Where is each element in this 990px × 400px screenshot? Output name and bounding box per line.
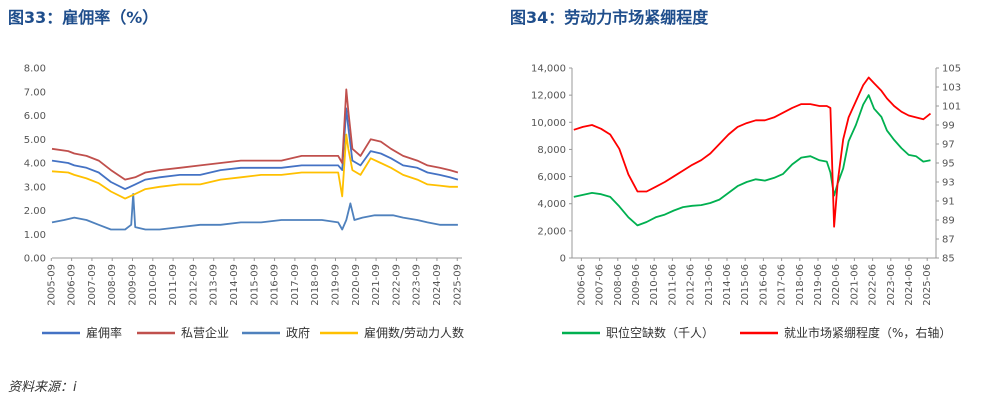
- chart-title-right: 图34：劳动力市场紧绷程度: [510, 8, 709, 27]
- right-x-tick-label: 2016-06: [758, 264, 769, 306]
- right-y-tick-label: 6,000: [537, 172, 566, 183]
- left-x-tick-label: 2018-09: [310, 264, 321, 306]
- right-y2-tick-label: 97: [942, 140, 955, 151]
- left-y-tick-label: 5.00: [24, 135, 46, 146]
- chart-title-left: 图33：雇佣率（%）: [8, 8, 159, 27]
- left-y-tick-label: 1.00: [24, 230, 46, 241]
- left-x-tick-label: 2025-09: [452, 264, 463, 306]
- left-y-tick-label: 2.00: [24, 206, 46, 217]
- right-x-tick-label: 2018-06: [795, 264, 806, 306]
- right-x-tick-label: 2008-06: [613, 264, 624, 306]
- left-x-tick-label: 2005-09: [46, 264, 57, 306]
- right-legend-label-0: 职位空缺数（千人）: [606, 325, 714, 340]
- left-series-line-1: [51, 88, 459, 181]
- right-legend-label-1: 就业市场紧绷程度（%，右轴）: [784, 325, 951, 340]
- right-y2-tick-label: 93: [942, 178, 955, 189]
- right-y-tick-label: 10,000: [531, 118, 566, 129]
- right-x-tick-label: 2007-06: [595, 264, 606, 306]
- left-x-tick-label: 2020-09: [351, 264, 362, 306]
- left-y-tick-label: 7.00: [24, 87, 46, 98]
- right-x-tick-label: 2010-06: [649, 264, 660, 306]
- right-y2-tick-label: 91: [942, 197, 955, 208]
- right-x-tick-label: 2023-06: [886, 264, 897, 306]
- right-x-tick-label: 2011-06: [667, 264, 678, 306]
- right-x-tick-label: 2015-06: [740, 264, 751, 306]
- left-x-tick-label: 2012-09: [188, 264, 199, 306]
- left-x-tick-label: 2016-09: [270, 264, 281, 306]
- left-y-tick-label: 8.00: [24, 64, 46, 75]
- left-x-tick-label: 2021-09: [371, 264, 382, 306]
- right-y2-tick-label: 105: [942, 64, 961, 75]
- left-x-tick-label: 2013-09: [209, 264, 220, 306]
- left-x-tick-label: 2022-09: [391, 264, 402, 306]
- left-legend-label-0: 雇佣率: [86, 325, 122, 340]
- right-x-tick-label: 2014-06: [722, 264, 733, 306]
- right-y2-tick-label: 101: [942, 102, 961, 113]
- right-y2-tick-label: 85: [942, 254, 955, 265]
- right-x-tick-label: 2013-06: [704, 264, 715, 306]
- right-y-tick-label: 2,000: [537, 226, 566, 237]
- right-x-tick-label: 2017-06: [777, 264, 788, 306]
- left-series-line-2: [51, 193, 458, 231]
- left-x-tick-label: 2017-09: [290, 264, 301, 306]
- left-series-line-3: [51, 133, 458, 200]
- right-y-tick-label: 12,000: [531, 91, 566, 102]
- right-y-tick-label: 8,000: [537, 145, 566, 156]
- left-x-tick-label: 2010-09: [148, 264, 159, 306]
- right-y2-tick-label: 95: [942, 159, 955, 170]
- right-x-tick-label: 2006-06: [576, 264, 587, 306]
- left-x-tick-label: 2011-09: [168, 264, 179, 306]
- left-y-tick-label: 6.00: [24, 111, 46, 122]
- left-x-tick-label: 2014-09: [229, 264, 240, 306]
- right-y-tick-label: 14,000: [531, 64, 566, 75]
- left-x-tick-label: 2008-09: [107, 264, 118, 306]
- source-note: 资料来源：i: [8, 380, 77, 395]
- left-y-tick-label: 4.00: [24, 159, 46, 170]
- right-x-tick-label: 2025-06: [922, 264, 933, 306]
- left-x-tick-label: 2024-09: [432, 264, 443, 306]
- right-series-line-0: [573, 94, 931, 227]
- left-x-tick-label: 2019-09: [330, 264, 341, 306]
- right-x-tick-label: 2022-06: [868, 264, 879, 306]
- right-x-tick-label: 2012-06: [686, 264, 697, 306]
- left-x-tick-label: 2015-09: [249, 264, 260, 306]
- left-x-tick-label: 2009-09: [128, 264, 139, 306]
- right-y-tick-label: 4,000: [537, 199, 566, 210]
- left-x-tick-label: 2023-09: [412, 264, 423, 306]
- right-y-tick-label: 0: [560, 254, 566, 265]
- right-series-line-1: [573, 76, 932, 228]
- left-y-tick-label: 3.00: [24, 182, 46, 193]
- right-x-tick-label: 2019-06: [813, 264, 824, 306]
- right-x-tick-label: 2020-06: [831, 264, 842, 306]
- left-legend-label-1: 私营企业: [181, 325, 229, 340]
- right-y2-tick-label: 87: [942, 235, 955, 246]
- left-y-tick-label: 0.00: [24, 254, 46, 265]
- right-y2-tick-label: 89: [942, 216, 955, 227]
- right-x-tick-label: 2024-06: [904, 264, 915, 306]
- left-x-tick-label: 2007-09: [87, 264, 98, 306]
- right-y2-tick-label: 99: [942, 121, 955, 132]
- right-x-tick-label: 2009-06: [631, 264, 642, 306]
- left-x-tick-label: 2006-09: [67, 264, 78, 306]
- left-series-line-0: [51, 107, 459, 190]
- right-y2-tick-label: 103: [942, 83, 961, 94]
- left-legend-label-2: 政府: [286, 325, 310, 340]
- right-x-tick-label: 2021-06: [849, 264, 860, 306]
- left-legend-label-3: 雇佣数/劳动力人数: [364, 325, 464, 340]
